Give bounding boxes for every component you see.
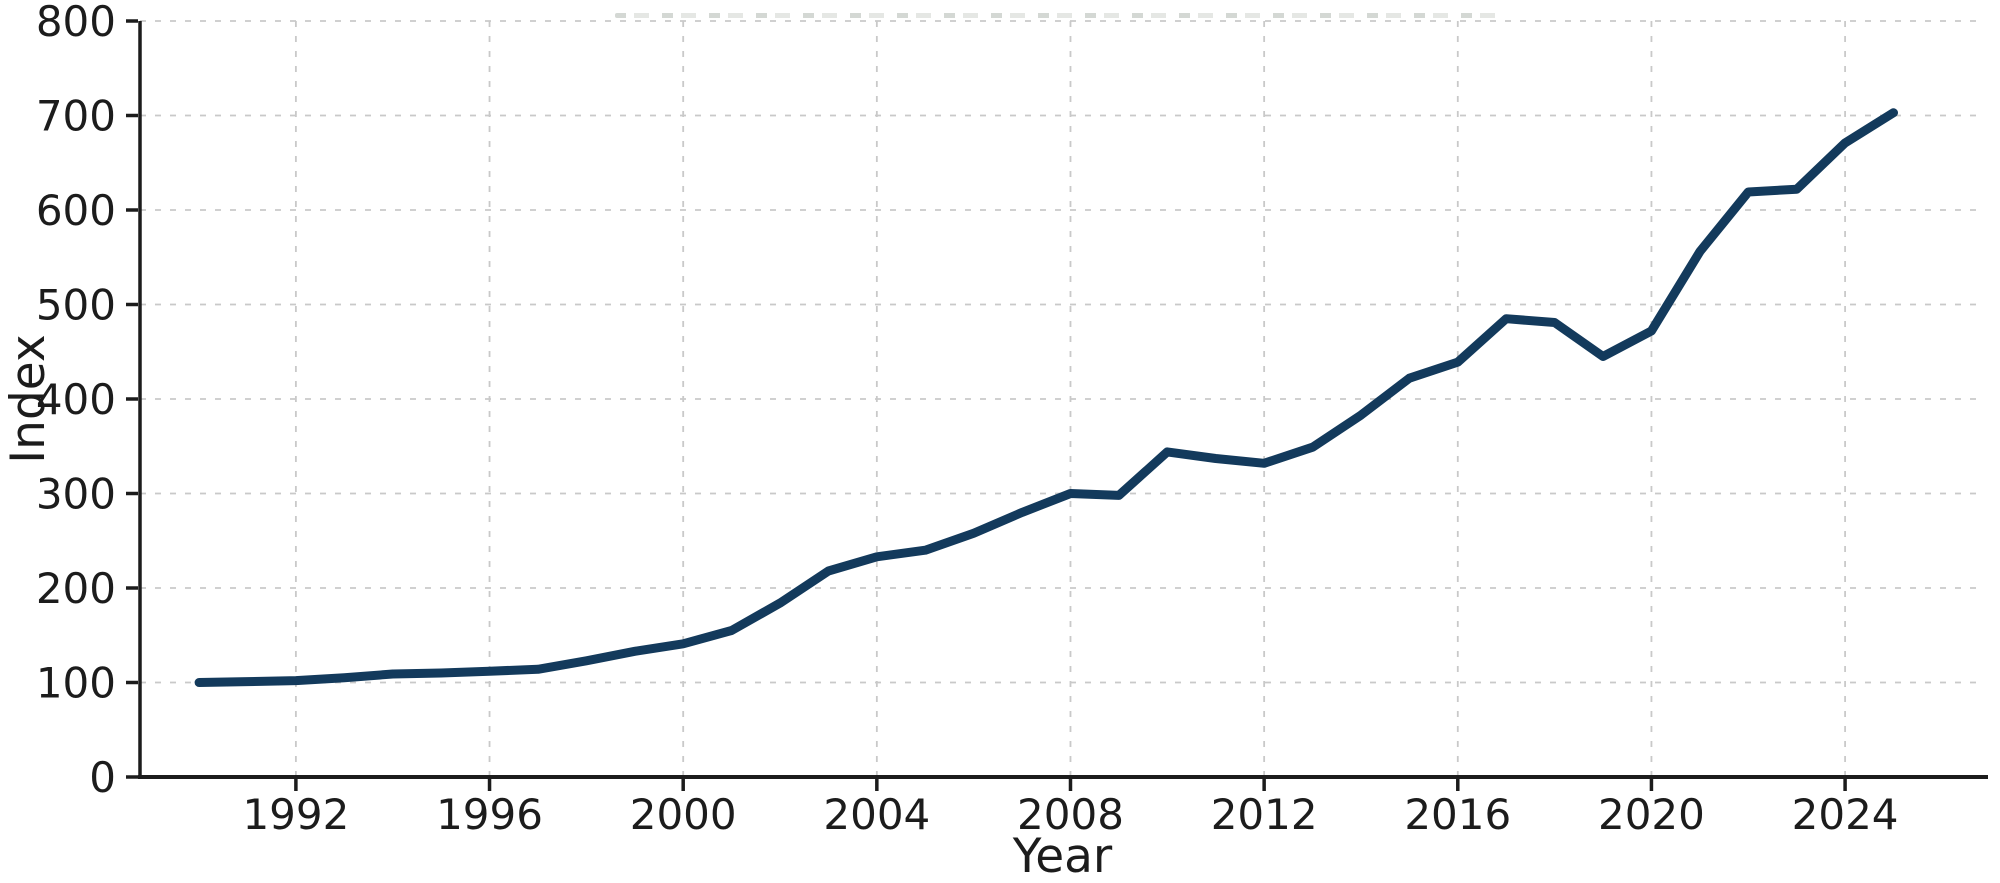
- index-series-line: [194, 108, 1898, 687]
- y-tick-label: 800: [36, 0, 116, 46]
- x-tick-label: 1996: [436, 790, 543, 839]
- x-tick-label: 2004: [823, 790, 930, 839]
- x-tick-labels: 1992 1996 2000 2004 2008 2012 2016 2020 2024: [242, 790, 1898, 839]
- y-tick-labels: 0 100 200 300 400 500 600 700 800: [36, 0, 116, 802]
- y-tick-label: 0: [89, 753, 116, 802]
- y-tick-label: 600: [36, 186, 116, 235]
- x-tick-label: 1992: [242, 790, 349, 839]
- x-tick-label: 2000: [630, 790, 737, 839]
- y-tick-label: 500: [36, 281, 116, 330]
- x-tick-label: 2024: [1792, 790, 1899, 839]
- axes-spines: [138, 21, 1988, 779]
- y-tick-label: 100: [36, 659, 116, 708]
- x-tick-label: 2008: [1017, 790, 1124, 839]
- x-axis-label: Year: [1012, 829, 1113, 883]
- y-tick-label: 700: [36, 92, 116, 141]
- y-tick-label: 200: [36, 564, 116, 613]
- y-axis-label: Index: [1, 334, 56, 463]
- y-tick-label: 300: [36, 470, 116, 519]
- gridlines: [140, 20, 1985, 778]
- y-tick-label: 400: [36, 375, 116, 424]
- x-tick-label: 2012: [1211, 790, 1318, 839]
- x-tick-label: 2020: [1598, 790, 1705, 839]
- x-tick-label: 2016: [1404, 790, 1511, 839]
- tick-marks: [126, 19, 1847, 791]
